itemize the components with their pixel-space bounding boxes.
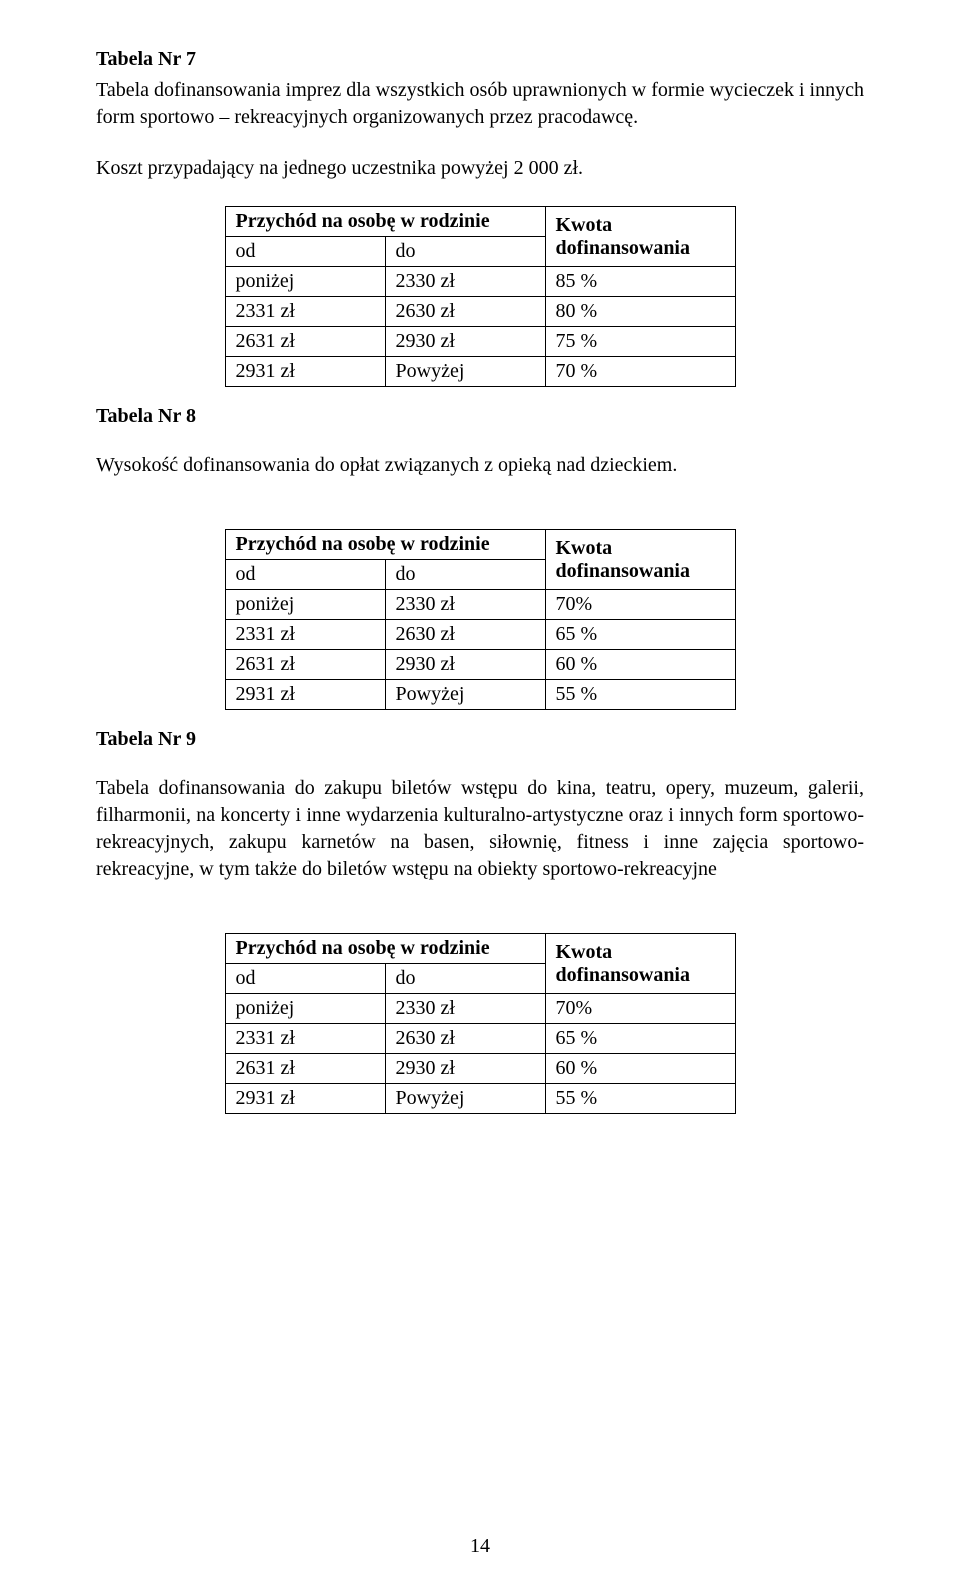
cell-val: 65 % xyxy=(545,1024,735,1054)
cell-from: 2931 zł xyxy=(225,1084,385,1114)
header-amount: Kwota dofinansowania xyxy=(545,207,735,267)
cell-val: 80 % xyxy=(545,297,735,327)
header-amount-l2: dofinansowania xyxy=(556,560,691,582)
cell-from: 2631 zł xyxy=(225,327,385,357)
tabela-9: Przychód na osobę w rodzinie Kwota dofin… xyxy=(225,933,736,1114)
cell-val: 55 % xyxy=(545,680,735,710)
table-row: poniżej 2330 zł 70% xyxy=(225,994,735,1024)
cell-to: Powyżej xyxy=(385,680,545,710)
cell-val: 55 % xyxy=(545,1084,735,1114)
table-header-row: Przychód na osobę w rodzinie Kwota dofin… xyxy=(225,207,735,237)
header-amount-l1: Kwota xyxy=(556,214,613,236)
cell-from: poniżej xyxy=(225,267,385,297)
cell-to: 2330 zł xyxy=(385,267,545,297)
table-row: 2331 zł 2630 zł 65 % xyxy=(225,1024,735,1054)
cell-to: 2930 zł xyxy=(385,327,545,357)
tabela-8-desc: Wysokość dofinansowania do opłat związan… xyxy=(96,452,864,479)
cell-val: 85 % xyxy=(545,267,735,297)
cell-val: 65 % xyxy=(545,620,735,650)
cell-val: 70% xyxy=(545,994,735,1024)
cell-from: 2331 zł xyxy=(225,297,385,327)
cell-to: 2630 zł xyxy=(385,297,545,327)
cell-from: 2331 zł xyxy=(225,1024,385,1054)
cell-from: 2331 zł xyxy=(225,620,385,650)
subheader-do: do xyxy=(385,560,545,590)
cell-to: 2630 zł xyxy=(385,620,545,650)
table-row: 2331 zł 2630 zł 65 % xyxy=(225,620,735,650)
tabela-7: Przychód na osobę w rodzinie Kwota dofin… xyxy=(225,206,736,387)
cell-from: 2931 zł xyxy=(225,680,385,710)
cell-val: 60 % xyxy=(545,1054,735,1084)
cell-to: 2930 zł xyxy=(385,1054,545,1084)
tabela-8-heading: Tabela Nr 8 xyxy=(96,405,864,428)
header-income: Przychód na osobę w rodzinie xyxy=(225,530,545,560)
cell-from: poniżej xyxy=(225,994,385,1024)
header-income: Przychód na osobę w rodzinie xyxy=(225,207,545,237)
table-header-row: Przychód na osobę w rodzinie Kwota dofin… xyxy=(225,530,735,560)
cell-to: Powyżej xyxy=(385,357,545,387)
cell-to: 2330 zł xyxy=(385,994,545,1024)
tabela-7-desc-2: Koszt przypadający na jednego uczestnika… xyxy=(96,155,864,182)
cell-val: 70 % xyxy=(545,357,735,387)
tabela-8: Przychód na osobę w rodzinie Kwota dofin… xyxy=(225,529,736,710)
header-amount: Kwota dofinansowania xyxy=(545,934,735,994)
tabela-9-heading: Tabela Nr 9 xyxy=(96,728,864,751)
table-row: 2631 zł 2930 zł 60 % xyxy=(225,650,735,680)
header-amount: Kwota dofinansowania xyxy=(545,530,735,590)
tabela-7-heading: Tabela Nr 7 xyxy=(96,48,864,71)
table-row: 2931 zł Powyżej 55 % xyxy=(225,1084,735,1114)
tabela-9-desc: Tabela dofinansowania do zakupu biletów … xyxy=(96,775,864,883)
tabela-8-wrap: Przychód na osobę w rodzinie Kwota dofin… xyxy=(96,529,864,710)
header-amount-l2: dofinansowania xyxy=(556,237,691,259)
cell-to: 2930 zł xyxy=(385,650,545,680)
cell-from: 2631 zł xyxy=(225,1054,385,1084)
table-row: poniżej 2330 zł 70% xyxy=(225,590,735,620)
tabela-9-wrap: Przychód na osobę w rodzinie Kwota dofin… xyxy=(96,933,864,1114)
subheader-od: od xyxy=(225,237,385,267)
cell-from: 2931 zł xyxy=(225,357,385,387)
table-row: 2631 zł 2930 zł 75 % xyxy=(225,327,735,357)
subheader-od: od xyxy=(225,964,385,994)
subheader-od: od xyxy=(225,560,385,590)
cell-to: 2330 zł xyxy=(385,590,545,620)
cell-from: 2631 zł xyxy=(225,650,385,680)
cell-val: 70% xyxy=(545,590,735,620)
table-row: 2331 zł 2630 zł 80 % xyxy=(225,297,735,327)
header-amount-l1: Kwota xyxy=(556,941,613,963)
cell-from: poniżej xyxy=(225,590,385,620)
table-header-row: Przychód na osobę w rodzinie Kwota dofin… xyxy=(225,934,735,964)
header-amount-l1: Kwota xyxy=(556,537,613,559)
tabela-7-wrap: Przychód na osobę w rodzinie Kwota dofin… xyxy=(96,206,864,387)
table-row: 2931 zł Powyżej 55 % xyxy=(225,680,735,710)
table-row: 2931 zł Powyżej 70 % xyxy=(225,357,735,387)
subheader-do: do xyxy=(385,964,545,994)
cell-val: 60 % xyxy=(545,650,735,680)
tabela-7-desc-1: Tabela dofinansowania imprez dla wszystk… xyxy=(96,77,864,131)
header-income: Przychód na osobę w rodzinie xyxy=(225,934,545,964)
page-number: 14 xyxy=(0,1535,960,1558)
cell-to: 2630 zł xyxy=(385,1024,545,1054)
header-amount-l2: dofinansowania xyxy=(556,964,691,986)
table-row: 2631 zł 2930 zł 60 % xyxy=(225,1054,735,1084)
cell-val: 75 % xyxy=(545,327,735,357)
cell-to: Powyżej xyxy=(385,1084,545,1114)
subheader-do: do xyxy=(385,237,545,267)
table-row: poniżej 2330 zł 85 % xyxy=(225,267,735,297)
